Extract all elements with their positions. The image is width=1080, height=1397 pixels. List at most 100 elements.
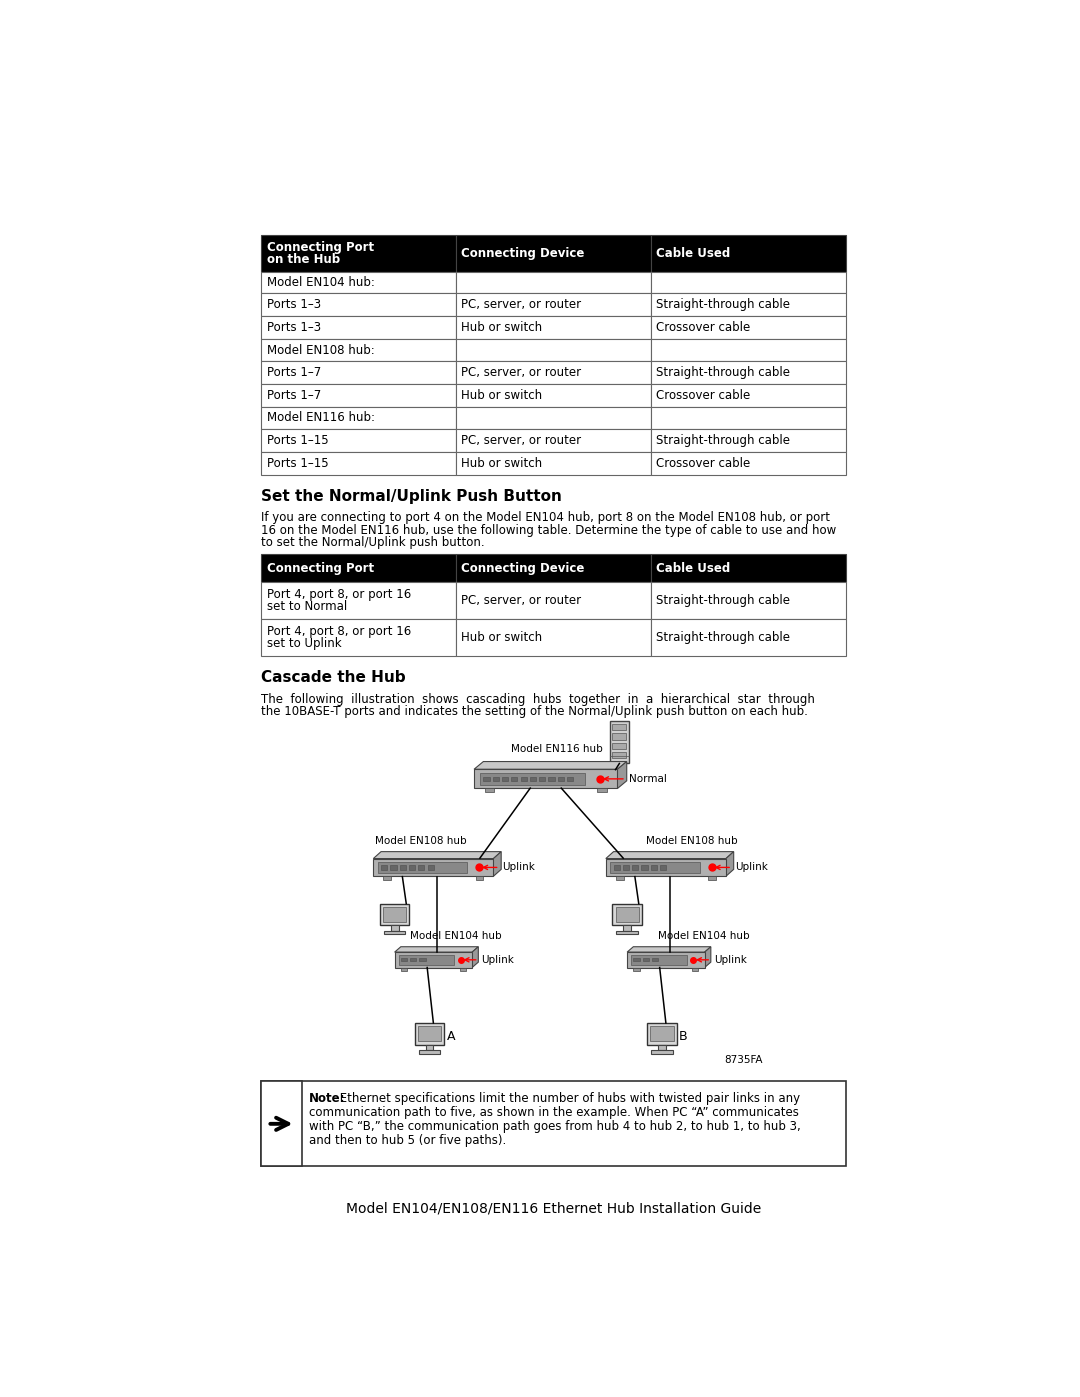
Bar [481,773,585,785]
Text: Model EN104/EN108/EN116 Ethernet Hub Installation Guide: Model EN104/EN108/EN116 Ethernet Hub Ins… [346,1201,761,1215]
Bar [456,555,650,583]
Text: Model EN104 hub: Model EN104 hub [658,930,750,940]
Bar [261,407,456,429]
Bar [650,339,846,360]
Bar [428,865,434,870]
Text: Connecting Device: Connecting Device [461,562,584,574]
Bar [642,865,648,870]
Bar [643,957,649,961]
Text: Ports 1–7: Ports 1–7 [267,388,321,402]
Text: Hub or switch: Hub or switch [461,457,542,469]
Text: Hub or switch: Hub or switch [461,388,542,402]
Bar [650,619,846,657]
Text: PC, server, or router: PC, server, or router [461,366,581,379]
Bar [660,865,666,870]
Text: set to Normal: set to Normal [267,601,347,613]
Bar [261,555,456,583]
Bar [261,339,456,360]
Bar [631,956,687,965]
Polygon shape [627,947,711,953]
Text: Connecting Device: Connecting Device [461,247,584,260]
Bar [390,865,396,870]
Text: to set the Normal/Uplink push button.: to set the Normal/Uplink push button. [261,536,485,549]
Text: Cable Used: Cable Used [656,562,730,574]
Bar [261,271,456,293]
Bar [567,777,573,781]
Polygon shape [704,947,711,968]
Bar [419,1051,441,1053]
Text: 16 on the Model EN116 hub, use the following table. Determine the type of cable : 16 on the Model EN116 hub, use the follo… [261,524,837,536]
Text: Straight-through cable: Straight-through cable [656,631,789,644]
Text: Straight-through cable: Straight-through cable [656,298,789,312]
Polygon shape [726,852,733,876]
Text: PC, server, or router: PC, server, or router [461,298,581,312]
Bar [530,777,536,781]
Bar [383,907,406,922]
Text: Uplink: Uplink [464,954,514,965]
Text: Uplink: Uplink [716,862,768,872]
Text: with PC “B,” the communication path goes from hub 4 to hub 2, to hub 1, to hub 3: with PC “B,” the communication path goes… [309,1120,801,1133]
Bar [633,957,639,961]
Bar [549,777,555,781]
Bar [606,859,726,876]
Bar [261,360,456,384]
Text: Ports 1–7: Ports 1–7 [267,366,321,379]
Bar [380,904,409,925]
Bar [261,1081,301,1166]
Bar [612,733,626,739]
Polygon shape [606,852,733,859]
Text: Model EN108 hub: Model EN108 hub [647,835,738,845]
Bar [394,953,472,968]
Text: on the Hub: on the Hub [267,253,340,267]
Text: Crossover cable: Crossover cable [656,457,751,469]
Text: PC, server, or router: PC, server, or router [461,594,581,608]
Text: Crossover cable: Crossover cable [656,388,751,402]
Text: Model EN108 hub: Model EN108 hub [375,835,467,845]
Text: Note:: Note: [309,1092,346,1105]
Text: Ports 1–3: Ports 1–3 [267,298,321,312]
Text: Crossover cable: Crossover cable [656,321,751,334]
Bar [610,721,629,764]
Bar [426,1045,433,1051]
Bar [474,770,618,788]
Polygon shape [494,852,501,876]
Text: Straight-through cable: Straight-through cable [656,594,789,608]
Bar [612,724,626,731]
Bar [492,777,499,781]
Bar [383,876,391,880]
Bar [261,583,456,619]
Bar [651,1051,673,1053]
Text: Uplink: Uplink [698,954,746,965]
Bar [261,451,456,475]
Bar [650,451,846,475]
Bar [261,429,456,451]
Text: Ports 1–15: Ports 1–15 [267,457,328,469]
Bar [502,777,509,781]
Polygon shape [374,852,501,859]
Polygon shape [474,761,626,770]
Text: Model EN104 hub: Model EN104 hub [410,930,502,940]
Bar [613,865,620,870]
Bar [419,957,426,961]
Text: communication path to five, as shown in the example. When PC “A” communicates: communication path to five, as shown in … [309,1106,799,1119]
Bar [521,777,527,781]
Polygon shape [472,947,478,968]
Bar [610,862,700,873]
Bar [383,930,405,935]
Bar [485,788,495,792]
Text: The  following  illustration  shows  cascading  hubs  together  in  a  hierarchi: The following illustration shows cascadi… [261,693,815,705]
Bar [475,876,484,880]
Text: Ethernet specifications limit the number of hubs with twisted pair links in any: Ethernet specifications limit the number… [336,1092,800,1105]
Bar [261,384,456,407]
Text: Ports 1–3: Ports 1–3 [267,321,321,334]
Bar [484,777,489,781]
Text: Uplink: Uplink [484,862,536,872]
Polygon shape [618,761,626,788]
Bar [617,930,638,935]
Text: Set the Normal/Uplink Push Button: Set the Normal/Uplink Push Button [261,489,563,504]
Bar [456,271,650,293]
Bar [456,384,650,407]
Bar [261,316,456,339]
Text: Connecting Port: Connecting Port [267,242,374,254]
Bar [647,1023,677,1045]
